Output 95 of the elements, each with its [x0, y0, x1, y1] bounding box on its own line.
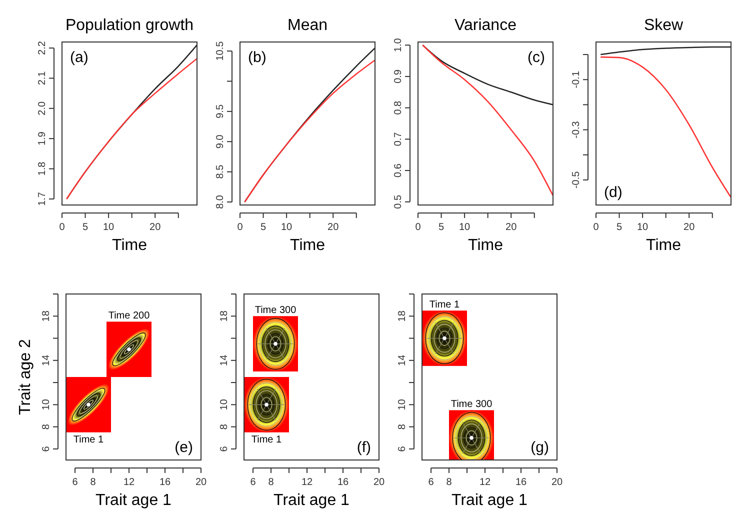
annotation: Time 300 [450, 399, 493, 410]
x-axis-title: Time [290, 237, 326, 254]
x-tick-label: 8 [268, 477, 274, 488]
y-tick-label: 8 [219, 424, 230, 430]
x-tick-label: 16 [337, 477, 349, 488]
y-tick-label: 10.5 [215, 40, 226, 61]
x-tick-label: 8 [90, 477, 96, 488]
y-tick-label: 0.8 [393, 100, 404, 115]
x-tick-label: 8 [446, 477, 452, 488]
y-tick-label: 1.0 [393, 38, 404, 52]
annotation: Time 200 [108, 310, 150, 322]
x-axis-title: Time [112, 237, 148, 254]
annotation: (g) [530, 439, 549, 456]
x-tick-label: 20 [150, 222, 162, 233]
x-tick-label: 12 [479, 477, 491, 488]
x-tick-label: 6 [72, 477, 78, 488]
line-series [600, 56, 731, 198]
y-tick-label: 9.0 [215, 134, 226, 149]
line-series [600, 46, 731, 56]
y-tick-label: 8 [397, 424, 408, 430]
x-tick-label: 5 [438, 222, 444, 233]
y-tick-label: 0.6 [393, 163, 404, 178]
y-tick-label: 18 [219, 310, 230, 322]
x-tick-label: 10 [458, 222, 471, 233]
y-tick-label: 8.5 [215, 164, 226, 179]
y-tick-label: 14 [219, 354, 230, 366]
x-tick-label: 20 [684, 222, 696, 233]
x-axis-title: Trait age 1 [96, 492, 172, 509]
x-axis-title: Trait age 1 [274, 492, 350, 509]
y-tick-label: 1.7 [37, 192, 48, 206]
y-tick-label: 2.1 [37, 70, 48, 86]
y-tick-label: 10 [219, 398, 230, 410]
x-tick-label: 0 [59, 222, 66, 233]
y-tick-label: 10 [41, 398, 52, 410]
y-tick-label: -0.1 [571, 70, 582, 88]
y-tick-label: 0.9 [393, 69, 404, 84]
x-tick-label: 12 [301, 477, 313, 488]
x-tick-label: 0 [415, 222, 422, 233]
y-tick-label: 1.9 [37, 131, 48, 146]
annotation: Time 300 [254, 305, 297, 316]
x-tick-label: 20 [328, 222, 340, 233]
x-tick-label: 0 [593, 222, 600, 233]
y-tick-label: 0.5 [393, 194, 404, 209]
y-tick-label: 14 [397, 354, 408, 366]
y-tick-label: 8 [41, 424, 52, 430]
y-tick-label: 6 [41, 446, 52, 452]
x-tick-label: 10 [102, 222, 115, 233]
annotation: (b) [248, 49, 266, 66]
x-tick-label: 10 [280, 222, 293, 233]
line-series [422, 44, 553, 106]
y-tick-label: 1.8 [37, 161, 48, 176]
y-axis-title: Trait age 2 [17, 338, 34, 415]
annotation: (c) [528, 49, 545, 66]
y-tick-label: 6 [397, 446, 408, 452]
y-tick-label: 18 [41, 310, 52, 322]
chart-title: Variance [454, 17, 517, 34]
y-tick-label: 18 [397, 310, 408, 322]
annotation: Time 1 [251, 434, 282, 446]
x-axis-title: Time [468, 237, 504, 254]
chart-title: Skew [644, 17, 684, 34]
y-tick-label: 9.5 [215, 104, 226, 118]
chart-title: Population growth [65, 17, 194, 34]
annotation: (e) [174, 439, 193, 456]
x-tick-label: 5 [616, 222, 622, 233]
x-tick-label: 10 [636, 222, 649, 233]
x-tick-label: 20 [506, 222, 518, 233]
y-tick-label: 2.2 [37, 40, 48, 55]
x-tick-label: 0 [237, 222, 244, 233]
x-tick-label: 16 [159, 477, 171, 488]
x-tick-label: 16 [515, 477, 527, 488]
x-tick-label: 5 [260, 222, 266, 233]
annotation: (f) [356, 439, 371, 456]
x-axis-title: Trait age 1 [452, 492, 528, 509]
x-tick-label: 20 [373, 477, 385, 488]
y-tick-label: 10 [397, 398, 408, 410]
annotation: Time 1 [73, 434, 104, 446]
y-tick-label: 8.0 [215, 194, 226, 209]
x-tick-label: 5 [82, 222, 88, 233]
y-tick-label: 0.7 [393, 132, 404, 146]
x-tick-label: 6 [250, 477, 256, 488]
line-series [422, 44, 553, 196]
annotation: (d) [604, 184, 622, 201]
x-tick-label: 20 [195, 477, 207, 488]
annotation: (a) [70, 49, 88, 66]
y-tick-label: 6 [219, 446, 230, 452]
x-tick-label: 20 [551, 477, 563, 488]
x-tick-label: 12 [123, 477, 135, 488]
y-tick-label: 14 [41, 354, 52, 366]
y-tick-label: -0.3 [571, 120, 582, 138]
x-tick-label: 6 [428, 477, 434, 488]
y-tick-label: 2.0 [37, 101, 48, 116]
annotation: Time 1 [429, 300, 460, 311]
y-tick-label: -0.5 [571, 170, 582, 189]
x-axis-title: Time [646, 237, 682, 254]
chart-title: Mean [287, 17, 328, 34]
